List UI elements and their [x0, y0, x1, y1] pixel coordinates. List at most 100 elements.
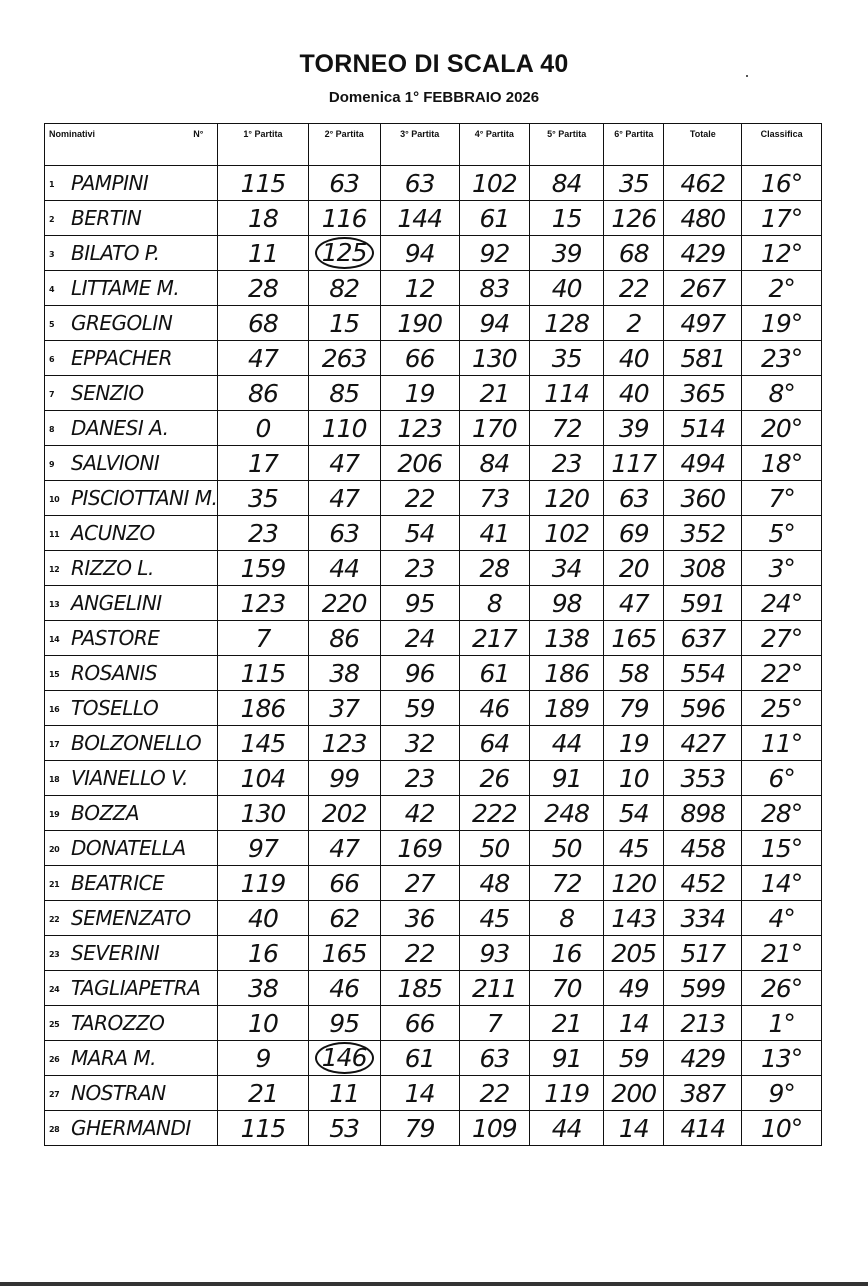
header-number: N°	[193, 129, 204, 139]
player-cell: 14 PASTORE	[43, 620, 219, 656]
player-name: TAROZZO	[71, 1011, 165, 1035]
score-cell-partita-3: 54	[379, 515, 460, 551]
score-cell-partita-2: 220	[307, 585, 381, 621]
score: 26	[479, 763, 510, 793]
player-cell: 6 EPPACHER	[43, 340, 219, 376]
score: 47	[329, 448, 360, 478]
score: 66	[329, 868, 360, 898]
table-row: 2 BERTIN 18 116 144 61 15 126 480 17°	[43, 200, 822, 236]
player-number: 26	[49, 1055, 60, 1064]
score: 63	[479, 1043, 510, 1073]
score-cell-partita-5: 114	[529, 375, 605, 411]
score-cell-partita-6: 79	[603, 690, 665, 726]
score-cell-partita-6: 47	[603, 585, 665, 621]
score: 66	[404, 343, 436, 373]
score: 138	[544, 623, 590, 653]
score-cell-partita-6: 200	[603, 1075, 665, 1111]
score-cell-partita-5: 138	[529, 620, 605, 656]
score: 95	[404, 588, 436, 618]
score-cell-partita-1: 115	[217, 165, 309, 201]
score-cell-partita-2: 11	[307, 1075, 381, 1111]
score: 53	[329, 1113, 360, 1143]
total-cell: 581	[663, 340, 743, 376]
score: 54	[618, 798, 650, 828]
total-cell: 517	[663, 935, 743, 971]
total-cell: 334	[663, 900, 743, 936]
player-cell: 23 SEVERINI	[43, 935, 219, 971]
score: 94	[404, 238, 436, 268]
score-cell-partita-4: 41	[458, 515, 531, 551]
score: 35	[248, 483, 279, 513]
score-cell-partita-6: 22	[603, 270, 665, 306]
score: 79	[618, 693, 650, 723]
score: 66	[404, 1008, 436, 1038]
score: 248	[544, 798, 590, 828]
player-cell: 20 DONATELLA	[43, 830, 219, 866]
player-number: 23	[49, 950, 60, 959]
total-cell: 480	[663, 200, 743, 236]
score: 206	[397, 448, 443, 478]
score-cell-partita-4: 64	[458, 725, 531, 761]
rank-cell: 19°	[741, 305, 822, 341]
score: 11	[329, 1078, 360, 1108]
total-cell: 497	[663, 305, 743, 341]
score-cell-partita-2: 66	[307, 865, 381, 901]
player-name: ROSANIS	[71, 661, 158, 685]
score-cell-partita-4: 73	[458, 480, 531, 516]
score: 126	[611, 203, 657, 233]
score: 222	[471, 798, 518, 828]
score: 96	[404, 658, 436, 688]
total-cell: 458	[663, 830, 743, 866]
scores-table: Nominativi N° 1° Partita 2° Partita 3° Pa…	[43, 123, 822, 1146]
player-name: ACUNZO	[71, 521, 155, 545]
player-cell: 15 ROSANIS	[43, 655, 219, 691]
score: 220	[321, 588, 368, 618]
score: 45	[618, 833, 650, 863]
score: 86	[248, 378, 279, 408]
score-cell-partita-5: 84	[529, 165, 605, 201]
header-partita-6: 6° Partita	[603, 123, 665, 166]
header-partita-3: 3° Partita	[379, 123, 460, 166]
table-row: 17 BOLZONELLO 145 123 32 64 44 19 427 11°	[43, 725, 822, 761]
score-cell-partita-3: 144	[379, 200, 460, 236]
score: 22	[404, 938, 436, 968]
score: 102	[471, 168, 518, 198]
score: 91	[551, 763, 583, 793]
score: 14	[618, 1113, 650, 1143]
score-cell-partita-1: 11	[217, 235, 309, 271]
total-cell: 596	[663, 690, 743, 726]
player-name: SEVERINI	[71, 941, 160, 965]
score: 200	[611, 1078, 657, 1108]
score: 19	[618, 728, 650, 758]
player-cell: 9 SALVIONI	[43, 445, 219, 481]
scan-edge	[0, 1282, 868, 1286]
player-cell: 8 DANESI A.	[43, 410, 219, 446]
player-cell: 24 TAGLIAPETRA	[43, 970, 219, 1006]
score: 49	[618, 973, 650, 1003]
score-cell-partita-1: 10	[217, 1005, 309, 1041]
rank-cell: 14°	[741, 865, 822, 901]
score: 19	[404, 378, 436, 408]
score: 72	[551, 868, 583, 898]
player-number: 8	[49, 425, 55, 434]
rank-cell: 17°	[741, 200, 822, 236]
score: 0	[255, 413, 272, 443]
score-cell-partita-6: 39	[603, 410, 665, 446]
score-cell-partita-4: 61	[458, 655, 531, 691]
score-cell-partita-4: 83	[458, 270, 531, 306]
rank-cell: 1°	[741, 1005, 822, 1041]
player-number: 24	[49, 985, 60, 994]
score: 211	[471, 973, 518, 1003]
score: 68	[618, 238, 650, 268]
score: 34	[551, 553, 583, 583]
table-row: 19 BOZZA 130 202 42 222 248 54 898 28°	[43, 795, 822, 831]
score-cell-partita-6: 165	[603, 620, 665, 656]
score-cell-partita-2: 165	[307, 935, 381, 971]
player-number: 2	[49, 215, 55, 224]
score: 130	[471, 343, 518, 373]
score: 114	[544, 378, 590, 408]
score: 35	[551, 343, 583, 373]
score-cell-partita-5: 16	[529, 935, 605, 971]
score-cell-partita-1: 17	[217, 445, 309, 481]
score: 46	[329, 973, 360, 1003]
